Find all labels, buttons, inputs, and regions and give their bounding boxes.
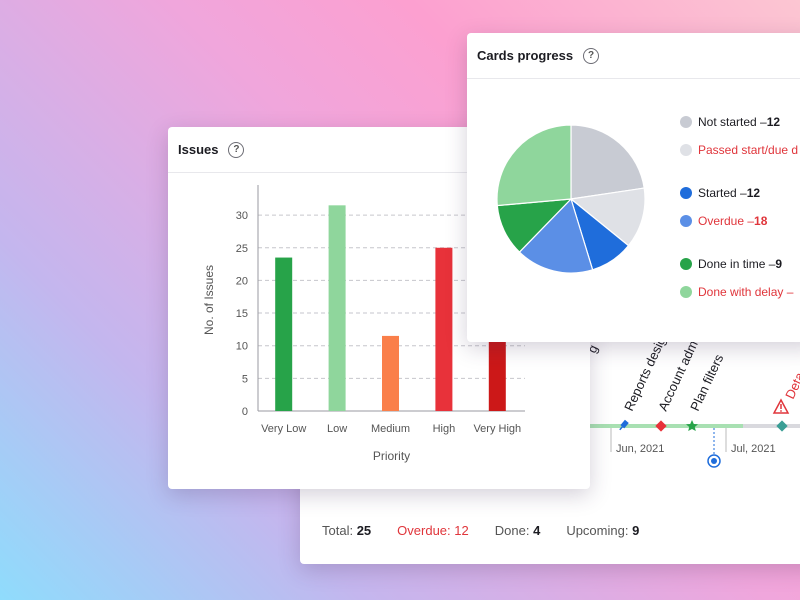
milestone-label-deta[interactable]: Deta [782, 369, 800, 401]
legend-item[interactable]: Overdue – 18 [680, 214, 767, 228]
pie-slice-done-with-delay [496, 124, 572, 207]
help-icon[interactable]: ? [583, 47, 600, 64]
legend-dot [680, 116, 692, 128]
warning-icon [772, 398, 790, 414]
pie-slice-not-started [570, 124, 645, 200]
legend-item[interactable]: Done in time – 9 [680, 257, 782, 271]
progress-title: Cards progress [477, 48, 574, 63]
milestone-diamond-teal[interactable] [776, 420, 788, 432]
y-tick-label: 10 [236, 341, 248, 353]
legend-item[interactable]: Not started – 12 [680, 115, 780, 129]
y-axis-label: No. of Issues [202, 265, 216, 335]
bar-low [328, 205, 346, 411]
legend-item[interactable]: Done with delay – [680, 285, 793, 299]
pie-slice-passed-start-due-d [569, 187, 646, 247]
pie-slice-overdue [518, 197, 594, 274]
legend-dot [680, 144, 692, 156]
y-tick-label: 30 [236, 210, 248, 222]
month-label-jul: Jul, 2021 [731, 443, 776, 455]
timeline-totals: Total: 25 Overdue: 12 Done: 4 Upcoming: … [322, 523, 639, 538]
y-tick-label: 0 [242, 406, 248, 418]
issues-title: Issues [178, 142, 219, 157]
x-tick-label: High [433, 423, 456, 435]
y-tick-label: 15 [236, 308, 248, 320]
y-tick-label: 20 [236, 275, 248, 287]
x-axis-label: Priority [373, 449, 410, 463]
month-label-jun: Jun, 2021 [616, 443, 664, 455]
legend-item[interactable]: Started – 12 [680, 186, 760, 200]
pin-icon[interactable] [618, 419, 629, 432]
bar-medium [382, 335, 399, 411]
legend-item[interactable]: Passed start/due d [680, 143, 798, 157]
done-count: Done: 4 [494, 523, 541, 538]
cards-progress-card: Cards progress ? Not started – 12 Passed… [467, 33, 800, 342]
cards-progress-pie-chart [496, 124, 646, 274]
timeline-area: g Reports desig Account adm Plan filters… [300, 334, 800, 468]
y-tick-label: 5 [242, 373, 248, 385]
y-tick-label: 25 [236, 243, 248, 255]
star-icon[interactable] [686, 420, 698, 431]
x-tick-label: Medium [371, 423, 410, 435]
overdue-count: Overdue: 12 [397, 523, 469, 538]
progress-header: Cards progress ? [467, 33, 800, 79]
legend-dot [680, 258, 692, 270]
legend-dot [680, 187, 692, 199]
total-count: Total: 25 [322, 523, 372, 538]
x-tick-label: Very High [473, 423, 521, 435]
bar-very-low [275, 257, 293, 411]
legend-dot [680, 286, 692, 298]
x-tick-label: Very Low [261, 423, 306, 435]
x-tick-label: Low [327, 423, 347, 435]
legend-dot [680, 215, 692, 227]
milestone-diamond-red[interactable] [655, 420, 667, 432]
upcoming-count: Upcoming: 9 [566, 523, 640, 538]
help-icon[interactable]: ? [228, 141, 245, 158]
bar-high [435, 247, 453, 411]
issues-header: Issues ? [168, 127, 590, 173]
